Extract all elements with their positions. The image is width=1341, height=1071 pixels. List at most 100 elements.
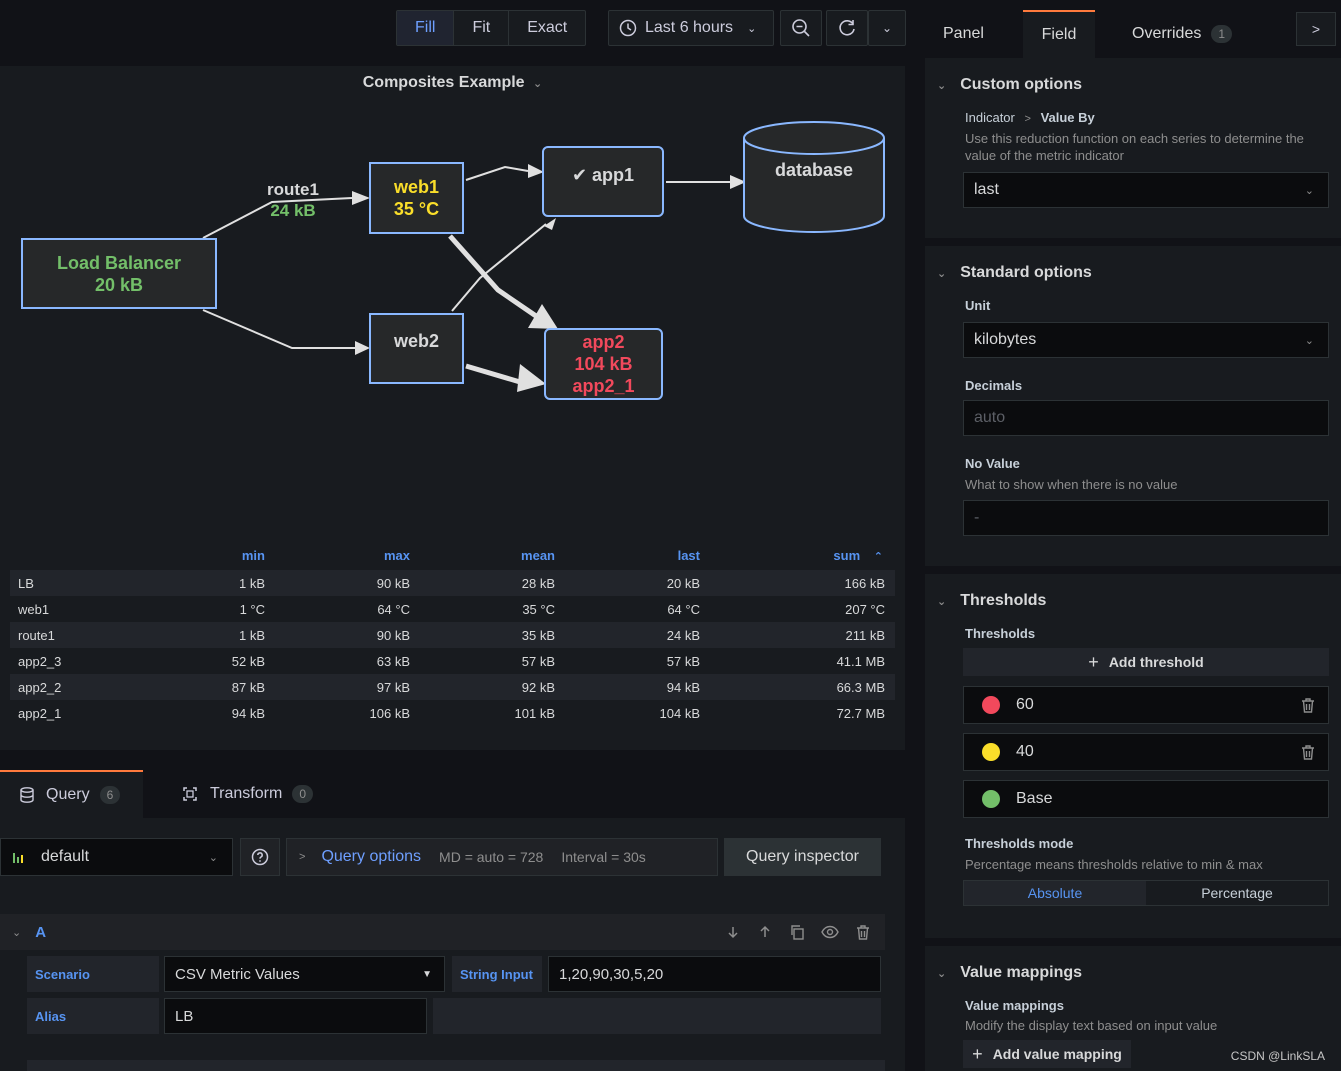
value-mappings-header[interactable]: ⌄ Value mappings [937, 964, 1082, 982]
node-database-shape[interactable] [741, 118, 887, 244]
color-swatch-icon[interactable] [982, 790, 1000, 808]
thresholds-mode-label: Thresholds mode [965, 836, 1074, 851]
eye-icon[interactable] [821, 924, 839, 940]
table-cell: 92 kB [521, 679, 555, 695]
table-cell: 64 °C [377, 601, 410, 617]
string-input-field[interactable]: 1,20,90,30,5,20 [548, 956, 881, 992]
col-max-header[interactable]: max [383, 548, 410, 563]
copy-icon[interactable] [789, 924, 805, 940]
table-cell: 57 kB [521, 653, 555, 669]
reduction-select[interactable]: last ⌄ [963, 172, 1329, 208]
mode-absolute[interactable]: Absolute [964, 881, 1146, 905]
edge-route1-value: 24 kB [270, 201, 316, 220]
exact-button[interactable]: Exact [527, 19, 568, 36]
chevron-down-icon: ⌄ [1304, 184, 1314, 197]
time-range-picker[interactable]: Last 6 hours ⌄ [608, 10, 774, 46]
zoom-out-button[interactable] [780, 10, 822, 46]
panel-title-text: Composites Example [362, 74, 525, 91]
custom-breadcrumb: Indicator > Value By [965, 110, 1095, 125]
node-app2[interactable]: app2 104 kB app2_1 [544, 328, 663, 400]
crumb-indicator: Indicator [965, 110, 1015, 125]
panel-title[interactable]: Composites Example ⌄ [0, 74, 905, 92]
refresh-interval-dropdown[interactable]: ⌄ [868, 10, 906, 46]
trash-icon[interactable] [1300, 697, 1316, 713]
query-inspector-button[interactable]: Query inspector [724, 838, 881, 876]
help-button[interactable] [240, 838, 280, 876]
options-body: ⌄ Custom options Indicator > Value By Us… [925, 58, 1341, 1071]
scenario-select[interactable]: CSV Metric Values ▼ [164, 956, 445, 992]
standard-options-header[interactable]: ⌄ Standard options [937, 264, 1092, 282]
table-cell: 1 kB [238, 575, 265, 591]
tab-panel[interactable]: Panel [943, 25, 984, 42]
thresholds-mode-description: Percentage means thresholds relative to … [965, 857, 1263, 872]
tab-query[interactable]: Query 6 [0, 770, 143, 818]
node-web1[interactable]: web1 35 °C [369, 162, 464, 234]
table-cell: 66.3 MB [836, 679, 885, 695]
trash-icon[interactable] [855, 924, 871, 940]
query-count-badge: 6 [99, 786, 121, 804]
thresholds-header[interactable]: ⌄ Thresholds [937, 592, 1046, 610]
no-value-description: What to show when there is no value [965, 477, 1178, 492]
string-input-label: String Input [452, 956, 542, 992]
thresholds-mode-group: Absolute Percentage [963, 880, 1329, 906]
datasource-picker[interactable]: default ⌄ [0, 838, 233, 876]
edge-route1-label: route1 24 kB [258, 179, 328, 221]
query-options-bar[interactable]: > Query options MD = auto = 728 Interval… [286, 838, 718, 876]
collapse-pane-button[interactable]: > [1296, 12, 1336, 46]
crumb-value-by: Value By [1040, 110, 1095, 125]
node-app1[interactable]: ✔ app1 [542, 146, 664, 217]
decimals-input[interactable]: auto [963, 400, 1329, 436]
plus-icon: + [1088, 651, 1099, 672]
table-row: LB 1 kB 90 kB 28 kB 20 kB 166 kB [10, 570, 895, 596]
datasource-name: default [41, 848, 90, 865]
node-web1-name: web1 [393, 177, 440, 197]
fill-button[interactable]: Fill [397, 11, 455, 45]
custom-options-header[interactable]: ⌄ Custom options [937, 76, 1082, 94]
tab-transform[interactable]: Transform 0 [182, 770, 313, 818]
alias-input[interactable]: LB [164, 998, 427, 1034]
color-swatch-icon[interactable] [982, 696, 1000, 714]
threshold-row[interactable]: Base [963, 780, 1329, 818]
node-web2[interactable]: web2 [369, 313, 464, 384]
stats-rows: LB 1 kB 90 kB 28 kB 20 kB 166 kB web1 1 °C 64 °C… [10, 570, 895, 726]
arrow-down-icon[interactable] [725, 924, 741, 940]
thresholds-title: Thresholds [960, 592, 1047, 609]
query-editor: default ⌄ > Query options MD = auto = 72… [0, 818, 905, 1071]
refresh-button[interactable] [826, 10, 868, 46]
tab-field[interactable]: Field [1023, 10, 1095, 58]
tab-overrides[interactable]: Overrides 1 [1132, 10, 1233, 58]
col-mean-header[interactable]: mean [521, 548, 555, 563]
table-cell: app2_1 [18, 705, 62, 721]
arrow-up-icon[interactable] [757, 924, 773, 940]
threshold-row[interactable]: 40 [963, 733, 1329, 771]
threshold-value: 60 [1016, 696, 1034, 713]
col-sum-header[interactable]: sum ⌃ [710, 548, 895, 570]
table-cell: 90 kB [376, 575, 410, 591]
node-app1-label: ✔ app1 [544, 164, 662, 186]
node-web2-name: web2 [393, 331, 440, 351]
section-divider [925, 238, 1341, 246]
table-cell: 35 kB [521, 627, 555, 643]
threshold-row[interactable]: 60 [963, 686, 1329, 724]
col-sum-label: sum [833, 548, 861, 563]
mode-percentage[interactable]: Percentage [1201, 885, 1273, 901]
query-options-md: MD = auto = 728 [439, 849, 544, 865]
no-value-input[interactable]: - [963, 500, 1329, 536]
col-last-header[interactable]: last [677, 548, 700, 563]
node-load-balancer[interactable]: Load Balancer 20 kB [21, 238, 217, 309]
add-threshold-button[interactable]: + Add threshold [963, 648, 1329, 676]
query-row-header[interactable]: ⌄ A [0, 914, 885, 950]
fit-button[interactable]: Fit [454, 11, 510, 45]
col-min-header[interactable]: min [241, 548, 265, 563]
panel-preview: Composites Example ⌄ Load Balancer 20 kB [0, 66, 905, 750]
trash-icon[interactable] [1300, 744, 1316, 760]
table-cell: 63 kB [376, 653, 410, 669]
node-app2-sub: app2_1 [572, 376, 635, 396]
unit-select[interactable]: kilobytes ⌄ [963, 322, 1329, 358]
alias-label: Alias [27, 998, 159, 1034]
add-value-mapping-button[interactable]: + Add value mapping [963, 1040, 1131, 1068]
sort-asc-icon: ⌃ [873, 551, 883, 563]
refresh-icon [839, 20, 855, 36]
plus-icon: + [972, 1043, 983, 1064]
color-swatch-icon[interactable] [982, 743, 1000, 761]
